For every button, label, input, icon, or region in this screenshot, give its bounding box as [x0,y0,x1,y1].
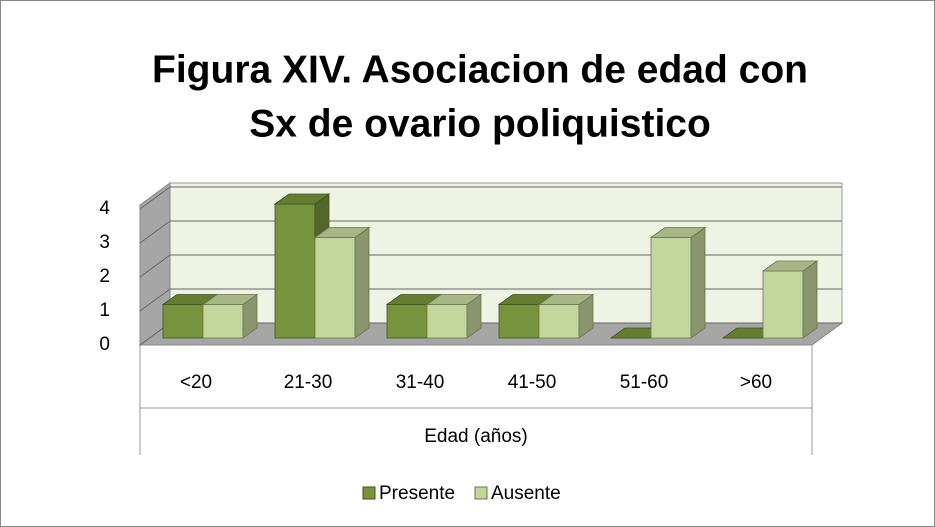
bar-side [690,226,706,339]
x-tick-label: >60 [740,372,772,393]
grid-line [139,220,842,244]
bar-front [650,237,692,339]
x-axis-label: Edad (años) [424,426,528,447]
bar-top [425,294,483,305]
y-tick-label: 0 [99,334,110,355]
x-tick-label: 21-30 [284,372,333,393]
bar-top [273,193,331,205]
legend-swatch [362,486,376,500]
x-tick-label: 41-50 [508,372,557,393]
bar [537,293,595,339]
grid-line [139,288,842,312]
bar-front [162,304,204,339]
legend-label: Presente [379,483,455,504]
y-tick-label: 3 [99,232,110,253]
bar-side [802,260,818,339]
x-tick-label: 31-40 [396,372,445,393]
y-tick-label: 4 [99,198,110,219]
chart-title: Figura XIV. Asociacion de edad con [152,48,808,91]
legend-label: Ausente [491,483,561,504]
bar-front [762,270,804,339]
grid-line [139,186,842,210]
bar-front [386,304,428,339]
legend-swatch [474,486,488,500]
bar-front [202,304,244,339]
bar [761,260,819,339]
bar-front [538,304,580,339]
x-tick-label: 51-60 [620,372,669,393]
bar-front [314,237,356,339]
bar-front [426,304,468,339]
bar-front [498,304,540,339]
bar-top [537,294,595,305]
y-tick-label: 2 [99,266,110,287]
bar-front [274,203,316,339]
bar-top [201,294,259,305]
bar-top [313,227,371,238]
bar [201,293,259,339]
bar-side [354,226,370,339]
bar-top [761,260,819,272]
chart-title: Sx de ovario poliquistico [249,102,711,145]
bar [649,226,707,339]
y-tick-label: 1 [99,300,110,321]
x-tick-label: <20 [180,372,212,393]
bar [313,226,371,339]
bar [425,293,483,339]
grid-line [139,254,842,278]
bar-top [649,227,707,238]
